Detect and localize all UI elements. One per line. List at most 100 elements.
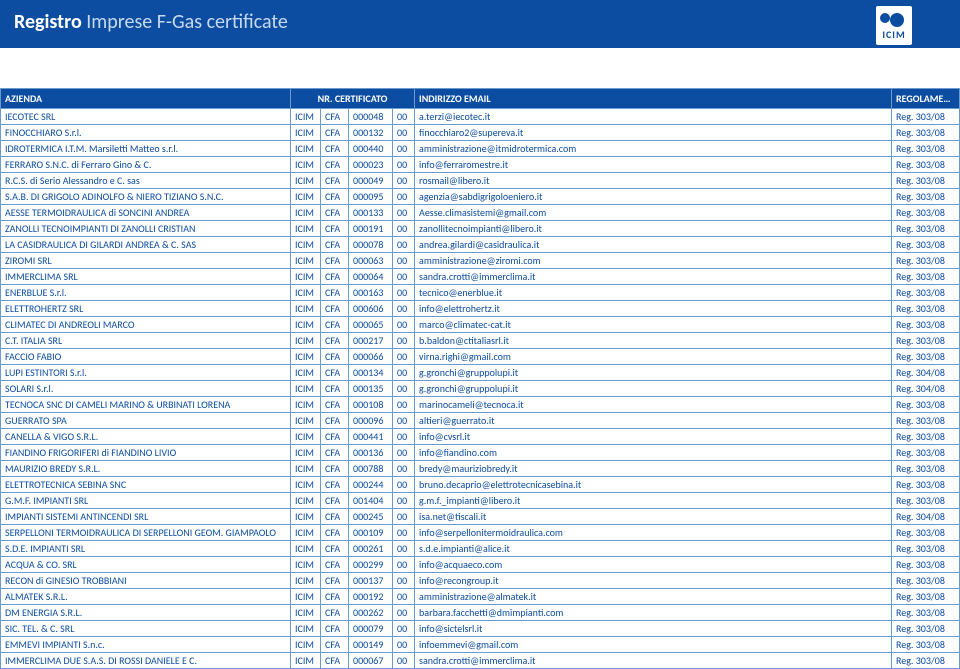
cell-a: ZANOLLI TECNOIMPIANTI DI ZANOLLI CRISTIA… xyxy=(1,221,291,237)
cell-c2: CFA xyxy=(321,445,349,461)
cell-a: ACQUA & CO. SRL xyxy=(1,557,291,573)
table-row: SIC. TEL. & C. SRLICIMCFA00007900info@si… xyxy=(1,621,960,637)
cell-e: bredy@mauriziobredy.it xyxy=(415,461,892,477)
cell-c4: 00 xyxy=(393,253,415,269)
cell-a: CLIMATEC DI ANDREOLI MARCO xyxy=(1,317,291,333)
cell-c4: 00 xyxy=(393,301,415,317)
cell-c3: 000137 xyxy=(349,573,393,589)
cell-c1: ICIM xyxy=(291,381,321,397)
cell-a: MAURIZIO BREDY S.R.L. xyxy=(1,461,291,477)
cell-c4: 00 xyxy=(393,269,415,285)
cell-c2: CFA xyxy=(321,429,349,445)
table-header-row: AZIENDA NR. CERTIFICATO INDIRIZZO EMAIL … xyxy=(1,89,960,109)
cell-c4: 00 xyxy=(393,189,415,205)
cell-e: isa.net@tiscali.it xyxy=(415,509,892,525)
cell-e: info@elettrohertz.it xyxy=(415,301,892,317)
cell-a: ELETTROTECNICA SEBINA SNC xyxy=(1,477,291,493)
cell-c3: 000048 xyxy=(349,109,393,125)
cell-c1: ICIM xyxy=(291,525,321,541)
table-row: IMMERCLIMA SRLICIMCFA00006400sandra.crot… xyxy=(1,269,960,285)
cell-e: info@ferraromestre.it xyxy=(415,157,892,173)
cell-c3: 000191 xyxy=(349,221,393,237)
cell-e: g.gronchi@gruppolupi.it xyxy=(415,365,892,381)
cell-e: info@recongroup.it xyxy=(415,573,892,589)
cell-r: Reg. 303/08 xyxy=(892,493,960,509)
cell-a: FIANDINO FRIGORIFERI di FIANDINO LIVIO xyxy=(1,445,291,461)
table-row: ACQUA & CO. SRLICIMCFA00029900info@acqua… xyxy=(1,557,960,573)
cell-c2: CFA xyxy=(321,125,349,141)
table-row: GUERRATO SPAICIMCFA00009600altieri@guerr… xyxy=(1,413,960,429)
cell-r: Reg. 303/08 xyxy=(892,477,960,493)
cell-c3: 000440 xyxy=(349,141,393,157)
cell-c4: 00 xyxy=(393,493,415,509)
registry-table: AZIENDA NR. CERTIFICATO INDIRIZZO EMAIL … xyxy=(0,88,960,669)
table-row: MAURIZIO BREDY S.R.L.ICIMCFA00078800bred… xyxy=(1,461,960,477)
cell-a: IMPIANTI SISTEMI ANTINCENDI SRL xyxy=(1,509,291,525)
cell-c3: 000245 xyxy=(349,509,393,525)
table-row: C.T. ITALIA SRLICIMCFA00021700b.baldon@c… xyxy=(1,333,960,349)
cell-c3: 000788 xyxy=(349,461,393,477)
cell-c4: 00 xyxy=(393,381,415,397)
cell-e: g.gronchi@gruppolupi.it xyxy=(415,381,892,397)
cell-a: FINOCCHIARO S.r.l. xyxy=(1,125,291,141)
cell-a: IDROTERMICA I.T.M. Marsiletti Matteo s.r… xyxy=(1,141,291,157)
cell-r: Reg. 303/08 xyxy=(892,413,960,429)
cell-r: Reg. 303/08 xyxy=(892,557,960,573)
cell-r: Reg. 303/08 xyxy=(892,349,960,365)
cell-c1: ICIM xyxy=(291,397,321,413)
cell-e: s.d.e.impianti@alice.it xyxy=(415,541,892,557)
cell-r: Reg. 303/08 xyxy=(892,205,960,221)
cell-c4: 00 xyxy=(393,557,415,573)
cell-r: Reg. 303/08 xyxy=(892,237,960,253)
cell-e: info@acquaeco.com xyxy=(415,557,892,573)
cell-c3: 000163 xyxy=(349,285,393,301)
table-row: ZIROMI SRLICIMCFA00006300amministrazione… xyxy=(1,253,960,269)
cell-c1: ICIM xyxy=(291,301,321,317)
cell-e: amministrazione@itmidrotermica.com xyxy=(415,141,892,157)
cell-c4: 00 xyxy=(393,589,415,605)
cell-c1: ICIM xyxy=(291,573,321,589)
cell-c4: 00 xyxy=(393,573,415,589)
title-accent: Imprese F-Gas certificate xyxy=(86,10,288,34)
cell-c2: CFA xyxy=(321,301,349,317)
table-row: ELETTROHERTZ SRLICIMCFA00060600info@elet… xyxy=(1,301,960,317)
table-row: LUPI ESTINTORI S.r.l.ICIMCFA00013400g.gr… xyxy=(1,365,960,381)
cell-c1: ICIM xyxy=(291,221,321,237)
cell-c1: ICIM xyxy=(291,637,321,653)
cell-c2: CFA xyxy=(321,477,349,493)
cell-r: Reg. 303/08 xyxy=(892,573,960,589)
cell-c3: 000067 xyxy=(349,653,393,669)
cell-e: finocchiaro2@supereva.it xyxy=(415,125,892,141)
cell-c1: ICIM xyxy=(291,333,321,349)
cell-c1: ICIM xyxy=(291,157,321,173)
cell-r: Reg. 303/08 xyxy=(892,333,960,349)
cell-c4: 00 xyxy=(393,109,415,125)
cell-c1: ICIM xyxy=(291,285,321,301)
cell-c1: ICIM xyxy=(291,541,321,557)
cell-r: Reg. 304/08 xyxy=(892,509,960,525)
cell-r: Reg. 303/08 xyxy=(892,525,960,541)
cell-c3: 000261 xyxy=(349,541,393,557)
cell-c4: 00 xyxy=(393,205,415,221)
table-row: SERPELLONI TERMOIDRAULICA DI SERPELLONI … xyxy=(1,525,960,541)
cell-c1: ICIM xyxy=(291,509,321,525)
table-row: LA CASIDRAULICA DI GILARDI ANDREA & C. S… xyxy=(1,237,960,253)
table-row: AESSE TERMOIDRAULICA di SONCINI ANDREAIC… xyxy=(1,205,960,221)
cell-c2: CFA xyxy=(321,637,349,653)
cell-c3: 000299 xyxy=(349,557,393,573)
cell-c2: CFA xyxy=(321,381,349,397)
cell-c3: 001404 xyxy=(349,493,393,509)
cell-c3: 000244 xyxy=(349,477,393,493)
cell-c2: CFA xyxy=(321,653,349,669)
table-row: IECOTEC SRLICIMCFA00004800a.terzi@iecote… xyxy=(1,109,960,125)
table-row: EMMEVI IMPIANTI S.n.c.ICIMCFA00014900inf… xyxy=(1,637,960,653)
cell-c3: 000135 xyxy=(349,381,393,397)
cell-a: FERRARO S.N.C. di Ferraro Gino & C. xyxy=(1,157,291,173)
cell-c1: ICIM xyxy=(291,477,321,493)
col-azienda: AZIENDA xyxy=(1,89,291,109)
cell-c2: CFA xyxy=(321,109,349,125)
table-row: G.M.F. IMPIANTI SRLICIMCFA00140400g.m.f.… xyxy=(1,493,960,509)
cell-r: Reg. 303/08 xyxy=(892,621,960,637)
cell-c4: 00 xyxy=(393,413,415,429)
logo: ICIM xyxy=(870,6,918,54)
